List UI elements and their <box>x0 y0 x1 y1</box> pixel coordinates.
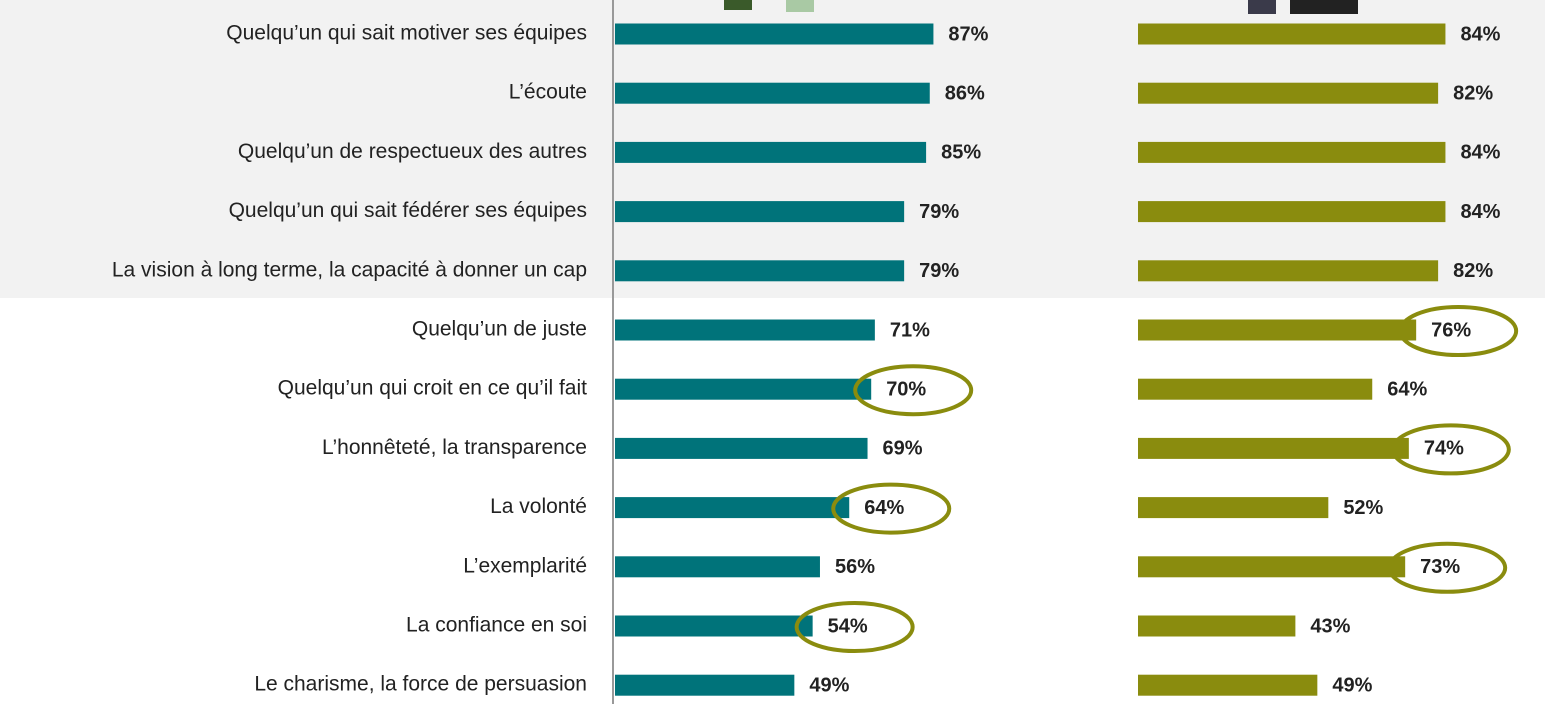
bar <box>1138 23 1446 45</box>
bar <box>615 556 820 578</box>
value-label: 71% <box>890 319 930 341</box>
category-label: Quelqu’un qui sait fédérer ses équipes <box>229 199 587 222</box>
bar <box>615 201 905 223</box>
value-label: 43% <box>1310 615 1350 637</box>
value-label: 79% <box>919 260 959 282</box>
value-label: 73% <box>1420 556 1460 578</box>
highlight-circle <box>794 601 915 653</box>
bar <box>1138 260 1439 282</box>
category-label: Quelqu’un qui sait motiver ses équipes <box>226 22 587 45</box>
value-label: 54% <box>828 615 868 637</box>
value-label: 64% <box>1387 378 1427 400</box>
category-label: L’écoute <box>509 81 587 104</box>
value-label: 79% <box>919 201 959 223</box>
value-label: 84% <box>1460 23 1500 45</box>
bar <box>615 378 872 400</box>
category-label: Quelqu’un qui croit en ce qu’il fait <box>278 377 588 400</box>
bar <box>1138 615 1296 637</box>
bar <box>615 141 927 163</box>
category-label: La volonté <box>490 495 587 518</box>
bar <box>1138 201 1446 223</box>
bar <box>1138 378 1373 400</box>
bar <box>615 437 868 459</box>
value-label: 84% <box>1460 201 1500 223</box>
value-label: 82% <box>1453 82 1493 104</box>
highlight-circle <box>1390 423 1511 476</box>
category-label: La vision à long terme, la capacité à do… <box>112 258 587 281</box>
value-label: 49% <box>1332 674 1372 696</box>
highlight-circle <box>1398 305 1519 357</box>
value-label: 87% <box>948 23 988 45</box>
bar <box>1138 141 1446 163</box>
category-label: Quelqu’un de juste <box>412 318 587 341</box>
icon <box>1248 0 1276 14</box>
bar <box>615 615 813 637</box>
bar <box>1138 497 1329 519</box>
value-label: 76% <box>1431 319 1471 341</box>
icon <box>1290 0 1358 14</box>
value-label: 69% <box>883 438 923 460</box>
value-label: 85% <box>941 142 981 164</box>
bar <box>615 23 934 45</box>
bar <box>1138 674 1318 696</box>
highlight-circle <box>831 482 952 535</box>
value-label: 84% <box>1460 142 1500 164</box>
category-label: La confiance en soi <box>406 614 587 637</box>
bar <box>1138 319 1417 341</box>
value-label: 64% <box>864 497 904 519</box>
bar <box>1138 556 1406 578</box>
icon <box>786 0 814 12</box>
value-label: 49% <box>809 674 849 696</box>
bar <box>1138 437 1409 459</box>
bar <box>1138 82 1439 104</box>
bar <box>615 497 850 519</box>
category-label: Le charisme, la force de persuasion <box>254 673 587 696</box>
bar <box>615 82 930 104</box>
value-label: 70% <box>886 378 926 400</box>
bar <box>615 319 875 341</box>
category-label: L’honnêteté, la transparence <box>322 436 587 459</box>
value-label: 52% <box>1343 497 1383 519</box>
value-label: 82% <box>1453 260 1493 282</box>
highlight-circle <box>1387 541 1508 594</box>
highlight-circle <box>853 364 974 417</box>
bar <box>615 674 795 696</box>
value-label: 56% <box>835 556 875 578</box>
bar <box>615 260 905 282</box>
value-label: 86% <box>945 82 985 104</box>
category-label: L’exemplarité <box>463 554 587 577</box>
icon <box>724 0 752 10</box>
value-label: 74% <box>1424 438 1464 460</box>
category-label: Quelqu’un de respectueux des autres <box>238 140 587 163</box>
